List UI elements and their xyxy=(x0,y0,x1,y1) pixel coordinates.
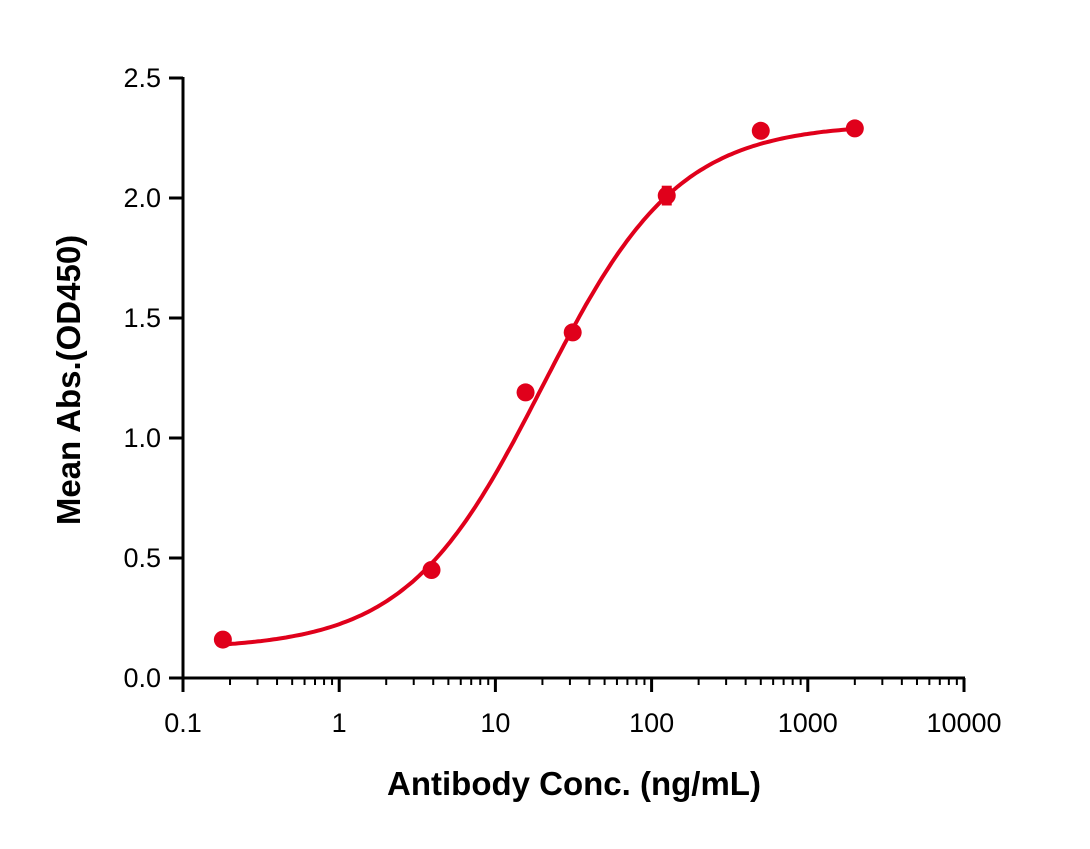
y-tick-label: 0.5 xyxy=(123,543,161,573)
x-tick-label: 10000 xyxy=(926,708,1001,738)
x-tick-label: 1 xyxy=(332,708,347,738)
data-points xyxy=(213,119,864,649)
data-point xyxy=(845,119,864,138)
y-tick-label: 1.0 xyxy=(123,423,161,453)
y-tick-label: 2.5 xyxy=(123,63,161,93)
x-axis-label: Antibody Conc. (ng/mL) xyxy=(387,765,761,802)
axes: 0.0 0.5 1.0 1.5 2.0 2.5 0.1 1 10 100 1000 10000 xyxy=(123,63,1001,738)
data-point xyxy=(422,561,441,579)
x-tick-label: 1000 xyxy=(778,708,838,738)
y-tick-label: 1.5 xyxy=(123,303,161,333)
data-point xyxy=(657,186,676,205)
y-tick-label: 0.0 xyxy=(123,663,161,693)
data-point xyxy=(213,630,232,649)
x-tick-label: 100 xyxy=(629,708,674,738)
data-point xyxy=(751,121,770,140)
x-tick-label: 10 xyxy=(480,708,510,738)
x-tick-label: 0.1 xyxy=(164,708,202,738)
y-axis-label: Mean Abs.(OD450) xyxy=(50,235,87,525)
data-point xyxy=(563,323,582,342)
fit-curve xyxy=(222,126,855,647)
y-tick-label: 2.0 xyxy=(123,183,161,213)
data-point xyxy=(516,383,535,402)
